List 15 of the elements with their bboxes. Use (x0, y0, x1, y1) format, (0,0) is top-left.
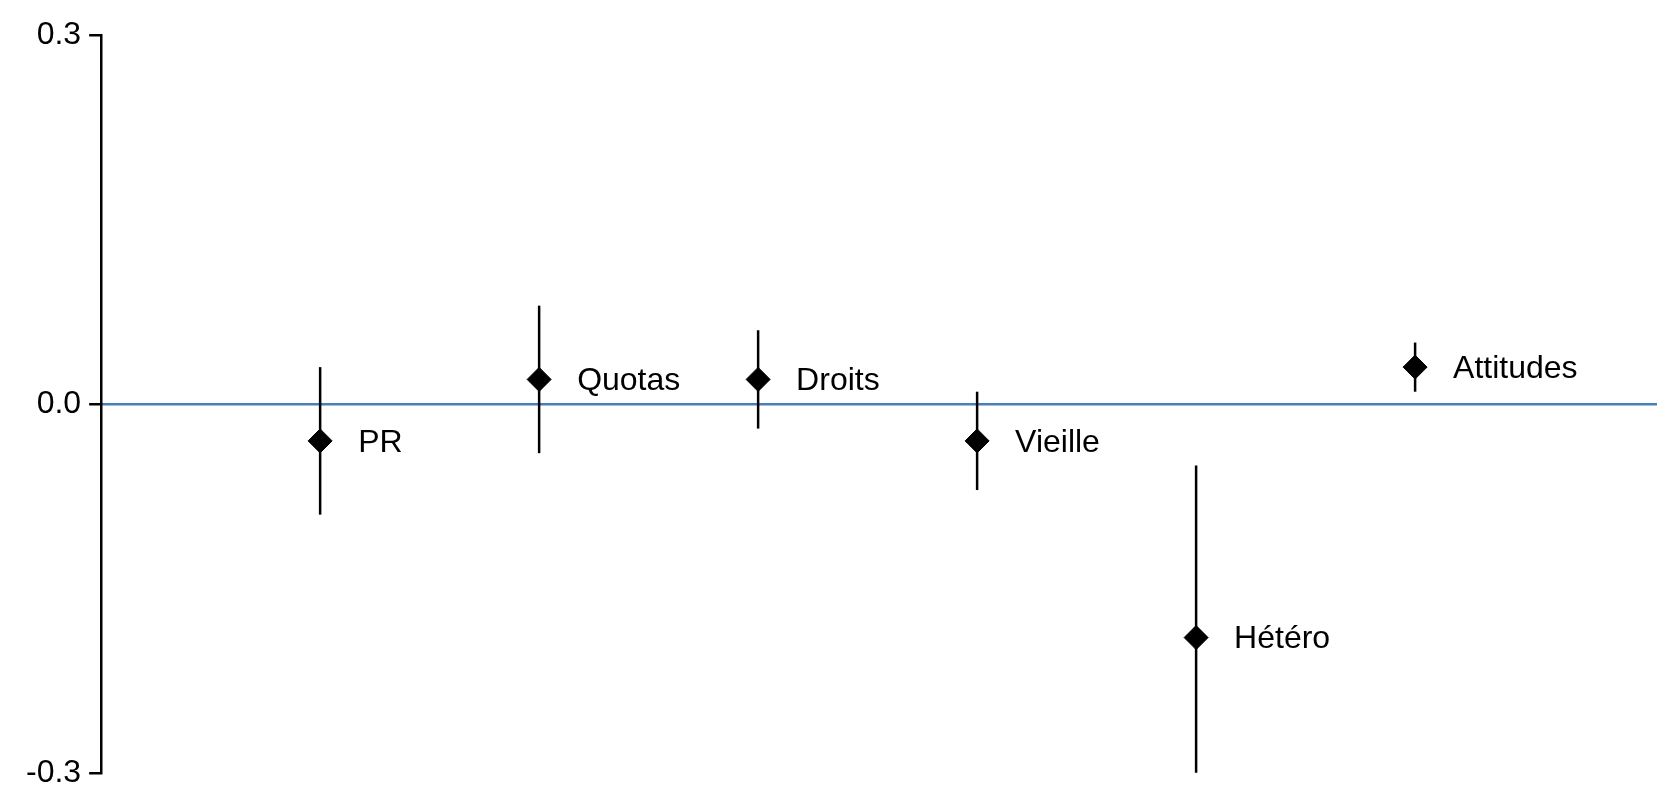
point (307, 428, 333, 454)
x-tick-label: PR (358, 422, 403, 459)
x-tick-label: Quotas (577, 361, 681, 398)
point (526, 366, 552, 392)
point (964, 428, 990, 454)
x-tick-label: Attitudes (1453, 348, 1578, 385)
point (745, 366, 771, 392)
y-tick-label: 0.0 (36, 383, 82, 420)
x-tick-label: Hétéro (1234, 619, 1331, 656)
y-tick-label: -0.3 (26, 752, 82, 789)
y-tick-label: 0.3 (36, 15, 82, 52)
point (1183, 625, 1209, 651)
x-tick-label: Droits (796, 361, 880, 398)
point (1402, 354, 1428, 380)
x-tick-label: Vieille (1015, 422, 1100, 459)
